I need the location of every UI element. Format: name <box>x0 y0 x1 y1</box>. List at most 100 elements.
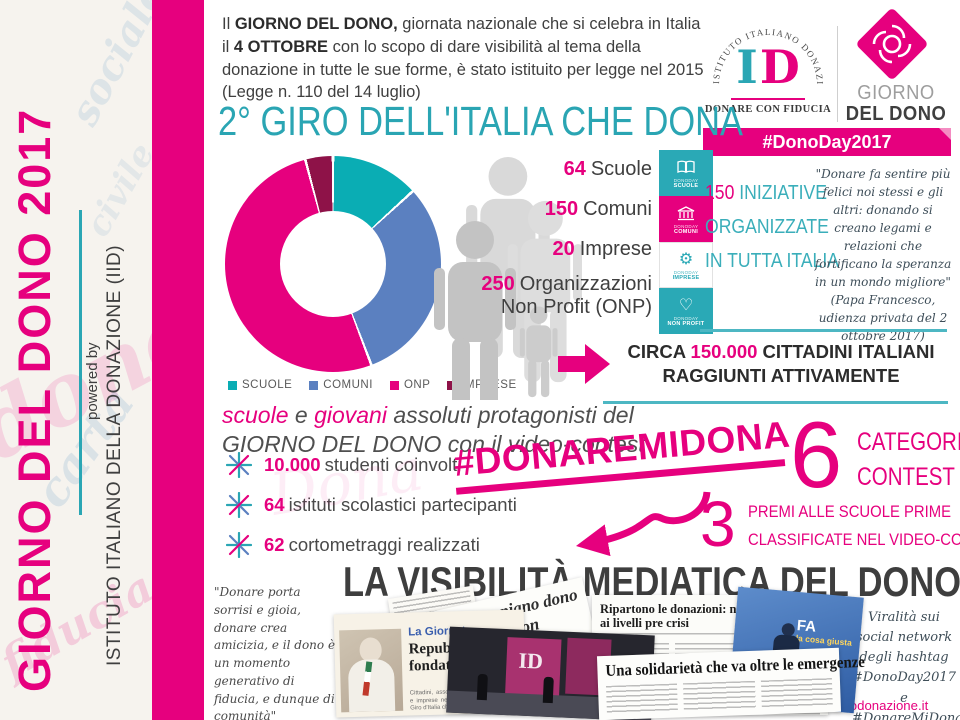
intro-text: con lo scopo di dare visibilità al tema … <box>222 37 704 102</box>
iid-tagline: DONARE CON FIDUCIA <box>704 104 832 115</box>
quote-attribution: (Papa Francesco, udienza privata del 2 o… <box>818 293 948 343</box>
curved-arrow-icon <box>575 491 711 557</box>
powered-by-label: powered by <box>84 342 101 420</box>
fake-text <box>683 680 756 712</box>
contest-stat-label: istituti scolastici partecipanti <box>288 494 517 515</box>
contest-stat-label: cortometraggi realizzati <box>288 534 480 555</box>
iniziative-line3: IN TUTTA ITALIA <box>705 250 839 272</box>
badge-prefix: DONODAY <box>673 178 699 183</box>
iid-logo: ISTITUTO ITALIANO DONAZIONE ID DONARE CO… <box>703 10 833 128</box>
tv-caption-line2: la cosa giusta <box>795 632 853 648</box>
stat-imprese: 20 Imprese <box>553 238 653 261</box>
reach-line2: RAGGIUNTI ATTIVAMENTE <box>662 365 900 386</box>
legend-swatch <box>389 380 399 390</box>
fake-text <box>605 683 679 714</box>
iid-letter-d: D <box>759 40 800 94</box>
reach-text: CIRCA <box>627 341 691 362</box>
sidebar: dono sociale carta fiducia civile GIORNO… <box>0 0 152 720</box>
asterisk-icon <box>226 532 252 558</box>
contest-stat-number: 10.000 <box>264 454 321 475</box>
legend-swatch <box>309 380 319 390</box>
badge-prefix: DONODAY <box>673 270 699 275</box>
intro-text: Il <box>222 15 235 33</box>
badge-non-profit: ♡ DONODAY NON PROFIT <box>659 288 713 334</box>
bank-icon <box>677 203 695 223</box>
contest-stat-number: 64 <box>264 494 285 515</box>
legend-item: COMUNI <box>309 379 373 391</box>
donoday-badges: DONODAY SCUOLE DONODAY COMUNI ⚙ DONODAY … <box>659 150 713 334</box>
sidebar-title: GIORNO DEL DONO 2017 <box>9 107 60 692</box>
legend-item: SCUOLE <box>228 379 292 391</box>
contest-stat-text: 64 istituti scolastici partecipanti <box>264 494 517 516</box>
reach-line1: CIRCA 150.000 CITTADINI ITALIANI <box>612 340 950 364</box>
donoday-hashtag: #DonoDay2017 <box>762 131 892 152</box>
right-arrow-icon <box>558 344 610 384</box>
protagonisti-text: e <box>288 402 315 428</box>
badge-comuni: DONODAY COMUNI <box>659 196 713 242</box>
iniziative-line2: ORGANIZZATE <box>705 216 829 238</box>
stat-scuole: 64 Scuole <box>564 158 652 181</box>
iniziative-text: INIZIATIVE <box>734 182 827 204</box>
intro-paragraph: Il GIORNO DEL DONO, giornata nazionale c… <box>222 13 708 104</box>
iniziative-number: 150 <box>705 182 735 204</box>
protagonisti-line2: GIORNO DEL DONO con il video-contest <box>222 431 645 457</box>
categorie-label1: CATEGORIE <box>857 428 960 456</box>
badge-prefix: DONODAY <box>673 224 699 229</box>
categorie-number: 6 <box>790 402 843 507</box>
stage-logo-text: ID <box>518 647 544 674</box>
intro-bold: GIORNO DEL DONO, <box>234 15 398 33</box>
press-article-solidarieta: Una solidarietà che va oltre le emergenz… <box>596 647 865 720</box>
organization-label: ISTITUTO ITALIANO DELLA DONAZIONE (IID) <box>104 244 125 666</box>
pope-photo <box>339 628 404 713</box>
intro-text: giornata nazionale che si celebra in Ita… <box>222 15 701 56</box>
article-columns <box>605 678 833 714</box>
stat-onp: 250 Organizzazioni Non Profit (ONP) <box>481 273 652 319</box>
stat-number: 20 <box>552 238 575 260</box>
stat-label: Comuni <box>583 198 652 220</box>
iniziative-block: 150 INIZIATIVE ORGANIZZATE IN TUTTA ITAL… <box>705 176 839 278</box>
contest-stat-number: 62 <box>264 534 285 555</box>
stat-label: Scuole <box>590 158 652 180</box>
gdd-logo-line1: GIORNO <box>857 82 935 104</box>
stat-number: 250 <box>481 273 515 295</box>
contest-stat-studenti: 10.000 studenti coinvolti <box>226 452 461 478</box>
quote-text: "Donare fa sentire più felici noi stessi… <box>814 167 952 289</box>
contest-stat-text: 62 cortometraggi realizzati <box>264 534 480 556</box>
legend-item: ONP <box>389 379 431 391</box>
audience-silhouette <box>476 673 488 701</box>
fake-text <box>760 678 833 709</box>
iniziative-line1: 150 INIZIATIVE <box>705 176 827 210</box>
reach-text: CITTADINI ITALIANI <box>757 341 935 362</box>
stat-label: Organizzazioni <box>519 273 652 295</box>
donoday-ribbon: #DonoDay2017 <box>703 128 951 156</box>
iid-monogram: ID <box>703 44 833 90</box>
badge-name: SCUOLE <box>673 183 699 189</box>
tv-caption: FA la cosa giusta <box>795 617 853 648</box>
contest-stat-cortometraggi: 62 cortometraggi realizzati <box>226 532 480 558</box>
divider-line <box>700 329 947 332</box>
badge-imprese: ⚙ DONODAY IMPRESE <box>659 242 713 288</box>
pope-photo-detail <box>359 637 382 662</box>
stat-number: 64 <box>563 158 586 180</box>
quote-papa-francesco: "Donare fa sentire più felici noi stessi… <box>812 165 954 345</box>
iid-arc-text: ISTITUTO ITALIANO DONAZIONE <box>703 10 824 86</box>
page-title: 2° GIRO DELL'ITALIA CHE DONA <box>218 98 743 144</box>
watermark-word: sociale <box>60 0 152 134</box>
quote-text: "Donare porta sorrisi e gioia, donare cr… <box>214 585 336 720</box>
premi-number: 3 <box>700 488 736 560</box>
quote-mattarella: "Donare porta sorrisi e gioia, donare cr… <box>214 584 336 720</box>
legend-label: COMUNI <box>323 379 373 391</box>
legend-label: ONP <box>403 379 431 391</box>
protagonisti-text: assoluti protagonisti del <box>386 402 634 428</box>
categorie-label2: CONTEST <box>857 463 955 491</box>
protagonisti-heading: scuole e giovani assoluti protagonisti d… <box>222 401 645 459</box>
reach-number: 150.000 <box>690 341 758 362</box>
gears-icon: ⚙ <box>678 249 694 268</box>
contest-stat-label: studenti coinvolti <box>324 454 462 475</box>
audience-silhouette <box>542 676 554 704</box>
premi-label1: PREMI ALLE SCUOLE PRIME <box>748 503 952 521</box>
contest-stat-text: 10.000 studenti coinvolti <box>264 454 461 476</box>
premi-label2: CLASSIFICATE NEL VIDEO-CONTEST <box>748 531 960 549</box>
protagonisti-line1: scuole e giovani assoluti protagonisti d… <box>222 401 645 430</box>
legend-label: SCUOLE <box>242 379 293 391</box>
